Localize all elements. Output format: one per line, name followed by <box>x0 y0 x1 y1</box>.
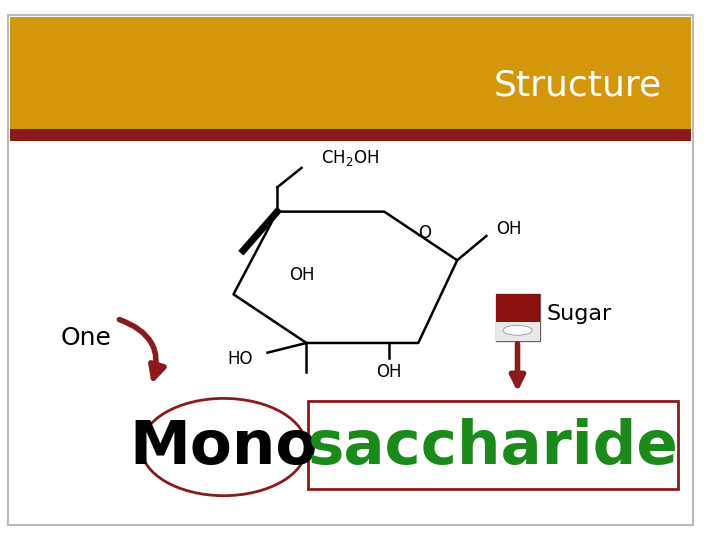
Bar <box>308 401 678 489</box>
Text: OH: OH <box>377 363 402 381</box>
Text: Mono: Mono <box>130 417 318 476</box>
Bar <box>10 17 690 129</box>
Bar <box>496 321 540 341</box>
Text: HO: HO <box>228 350 253 368</box>
Text: Structure: Structure <box>493 68 662 102</box>
Ellipse shape <box>503 326 532 335</box>
Text: Sugar: Sugar <box>546 304 612 324</box>
Text: saccharide: saccharide <box>307 417 679 476</box>
Text: OH: OH <box>496 220 521 238</box>
Text: One: One <box>60 326 111 350</box>
Text: $\mathregular{CH_2OH}$: $\mathregular{CH_2OH}$ <box>321 148 379 168</box>
FancyArrowPatch shape <box>511 344 523 386</box>
Bar <box>496 294 540 341</box>
FancyArrowPatch shape <box>120 320 164 378</box>
Text: O: O <box>418 224 431 242</box>
Bar <box>496 294 540 321</box>
Bar <box>10 129 690 140</box>
Text: OH: OH <box>289 266 315 284</box>
